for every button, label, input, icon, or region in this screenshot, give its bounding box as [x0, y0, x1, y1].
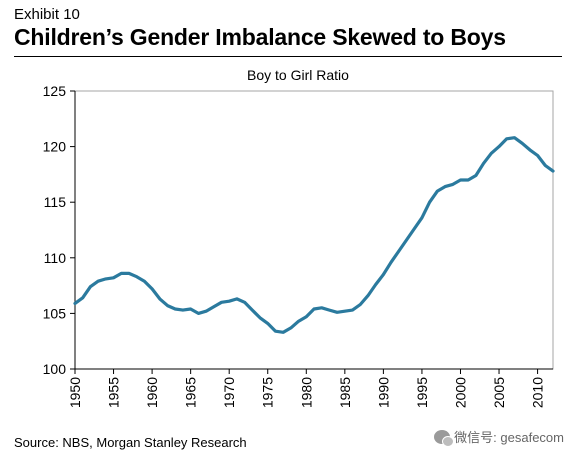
page-title: Children’s Gender Imbalance Skewed to Bo… — [14, 24, 506, 50]
title-divider — [14, 56, 562, 57]
data-point — [505, 137, 508, 141]
exhibit-label: Exhibit 10 — [14, 6, 80, 23]
data-point — [158, 297, 162, 301]
data-point — [220, 301, 223, 304]
data-point — [150, 287, 154, 291]
watermark-text: 微信号: gesafecom — [454, 430, 564, 445]
x-tick-label: 2000 — [452, 377, 468, 408]
x-tick-label: 1980 — [298, 377, 314, 408]
data-point — [189, 307, 192, 311]
data-point — [305, 315, 308, 318]
x-tick-label: 1990 — [375, 377, 391, 408]
data-point — [297, 319, 300, 323]
data-point — [312, 307, 316, 311]
x-tick-label: 1995 — [414, 377, 430, 408]
y-tick-label: 120 — [43, 139, 67, 155]
data-point — [544, 164, 547, 167]
data-point — [397, 249, 401, 253]
data-point — [389, 261, 393, 264]
series-line — [73, 136, 555, 334]
data-point — [413, 227, 416, 231]
plot-area-border — [74, 90, 554, 370]
data-point — [474, 174, 478, 177]
data-point — [436, 189, 439, 193]
data-point — [482, 162, 485, 165]
data-points — [73, 136, 555, 334]
x-tick-label: 1955 — [106, 377, 122, 408]
x-axis-ticks: 1950 1955 1960 1965 1970 1975 1980 1985 1990 1995… — [67, 369, 546, 408]
data-point — [428, 201, 431, 204]
data-point — [490, 152, 493, 155]
data-point — [89, 285, 92, 288]
x-tick-label: 2005 — [491, 377, 507, 408]
data-point — [174, 307, 177, 311]
data-point — [374, 283, 377, 286]
x-tick-label: 2010 — [530, 377, 546, 408]
data-point — [81, 296, 84, 300]
data-point — [359, 303, 362, 306]
data-point — [112, 276, 115, 280]
data-point — [204, 309, 208, 313]
data-point — [227, 299, 231, 303]
data-point — [551, 169, 555, 173]
data-point — [520, 142, 524, 145]
data-point — [536, 154, 539, 157]
y-tick-label: 115 — [44, 194, 67, 210]
data-point — [366, 294, 370, 297]
data-point — [343, 309, 347, 313]
data-point — [274, 329, 277, 333]
x-tick-label: 1960 — [144, 377, 160, 408]
data-point — [281, 331, 285, 334]
x-tick-label: 1985 — [337, 377, 353, 408]
data-point — [528, 148, 532, 152]
y-tick-label: 125 — [43, 83, 67, 99]
wechat-icon — [434, 429, 455, 447]
source-note: Source: NBS, Morgan Stanley Research — [14, 435, 247, 450]
data-point — [235, 297, 239, 301]
data-point — [166, 304, 169, 307]
y-tick-label: 100 — [43, 361, 67, 377]
data-point — [443, 185, 447, 188]
data-point — [197, 312, 200, 315]
data-point — [351, 308, 354, 312]
x-tick-label: 1965 — [183, 377, 199, 408]
data-point — [420, 216, 424, 219]
data-point — [258, 316, 262, 320]
data-point — [96, 279, 100, 283]
data-point — [143, 279, 146, 283]
data-point — [251, 308, 254, 312]
x-tick-label: 1950 — [67, 377, 83, 408]
data-point — [382, 273, 385, 276]
data-point — [104, 277, 108, 281]
data-point — [451, 183, 454, 186]
data-point — [405, 238, 408, 242]
data-point — [513, 136, 516, 139]
data-point — [243, 301, 246, 304]
y-axis-ticks: 100 105 110 115 120 125 — [43, 83, 75, 377]
data-point — [497, 145, 501, 148]
data-point — [120, 272, 123, 275]
data-point — [335, 311, 339, 314]
data-point — [266, 322, 269, 325]
y-tick-label: 105 — [43, 305, 67, 321]
data-point — [466, 178, 470, 182]
data-point — [459, 178, 462, 182]
data-point — [135, 275, 138, 278]
x-tick-label: 1975 — [260, 377, 276, 408]
data-point — [289, 326, 293, 330]
chart-title: Boy to Girl Ratio — [247, 67, 349, 83]
data-point — [212, 305, 215, 308]
y-tick-label: 110 — [44, 250, 67, 266]
data-point — [328, 308, 331, 312]
data-point — [181, 308, 185, 312]
data-point — [73, 302, 77, 305]
data-point — [127, 272, 131, 275]
watermark: 微信号: gesafecom — [434, 427, 564, 447]
data-point — [320, 306, 323, 310]
x-tick-label: 1970 — [221, 377, 237, 408]
